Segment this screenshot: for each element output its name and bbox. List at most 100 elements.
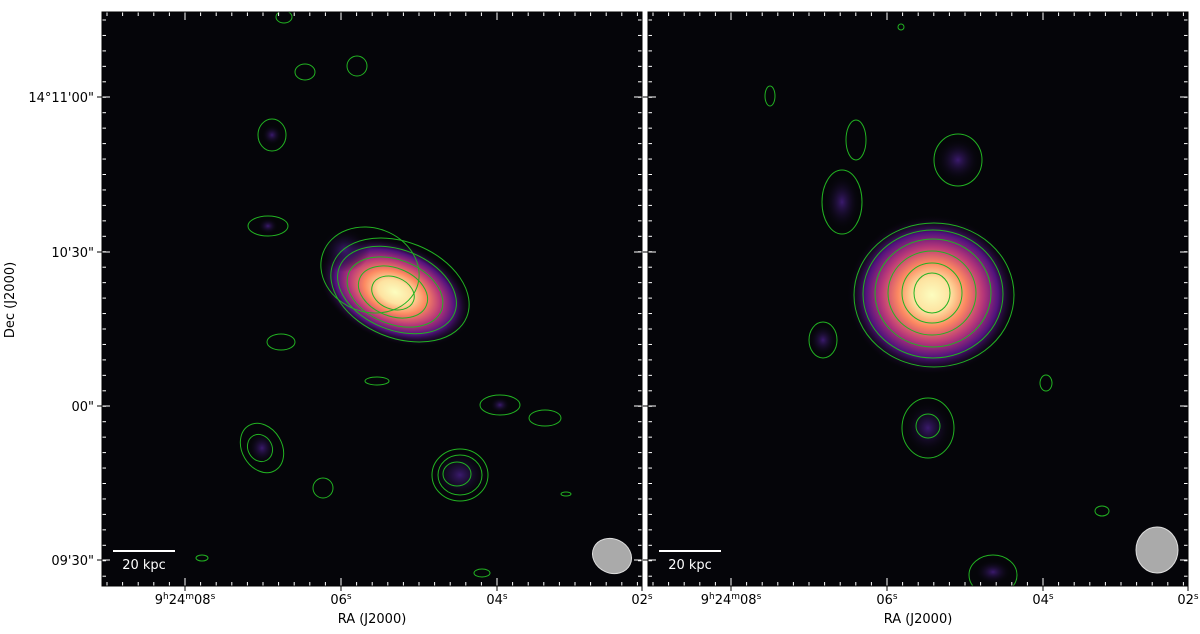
contour xyxy=(257,118,287,152)
contour xyxy=(853,222,1015,368)
contour xyxy=(320,226,420,314)
contour xyxy=(442,461,472,487)
x-tick-label-part: s xyxy=(1194,592,1199,602)
contour xyxy=(330,237,470,343)
contour xyxy=(431,448,489,502)
contour xyxy=(275,12,293,24)
emission xyxy=(432,451,488,499)
x-tick-label-part: 08 xyxy=(194,593,211,608)
x-tick-label-part: m xyxy=(185,592,194,602)
x-tick-label-part: 9 xyxy=(701,593,709,608)
contour xyxy=(195,554,209,562)
emission xyxy=(258,218,278,234)
x-tick-label-part: s xyxy=(1049,592,1054,602)
contour xyxy=(933,133,983,187)
beam xyxy=(1135,526,1179,574)
emission xyxy=(904,402,952,454)
x-tick-label-part: m xyxy=(731,592,740,602)
x-tick-label-part: 24 xyxy=(169,593,186,608)
contour xyxy=(246,433,274,463)
emission xyxy=(809,324,837,356)
contour xyxy=(266,333,296,351)
scale-bar-label: 20 kpc xyxy=(668,558,712,573)
x-tick-label-part: h xyxy=(709,592,715,602)
contour xyxy=(371,275,415,311)
x-tick-label-part: 06 xyxy=(876,593,893,608)
contour xyxy=(247,215,289,237)
contour xyxy=(479,394,521,416)
frame xyxy=(101,11,643,587)
emission xyxy=(975,560,1011,584)
contour xyxy=(357,265,429,319)
x-tick-label-part: h xyxy=(163,592,169,602)
x-axis-label: RA (J2000) xyxy=(884,612,953,627)
x-tick-label-part: 02 xyxy=(1177,593,1194,608)
contour xyxy=(560,491,572,497)
scale-bar-label: 20 kpc xyxy=(122,558,166,573)
x-tick-label-part: s xyxy=(211,592,216,602)
contour xyxy=(808,321,838,359)
x-tick-label: 04s xyxy=(1032,592,1054,608)
y-tick-label: 10'30" xyxy=(51,246,94,261)
y-axis-label: Dec (J2000) xyxy=(3,262,18,338)
emission xyxy=(936,138,980,182)
x-tick-label: 02s xyxy=(1177,592,1199,608)
contour xyxy=(901,262,963,324)
y-tick-label: 00" xyxy=(71,400,94,415)
x-tick-label: 04s xyxy=(486,592,508,608)
contour xyxy=(437,454,483,496)
emission xyxy=(262,125,282,145)
x-tick-label-part: s xyxy=(757,592,762,602)
contour xyxy=(845,119,867,161)
contour xyxy=(862,229,1004,359)
x-tick-label-part: s xyxy=(347,592,352,602)
x-tick-label-part: 08 xyxy=(740,593,757,608)
image xyxy=(764,23,1110,586)
contour xyxy=(968,554,1018,586)
x-tick-label-part: s xyxy=(648,592,653,602)
contour xyxy=(764,85,776,107)
contour xyxy=(239,422,285,474)
x-axis-label: RA (J2000) xyxy=(338,612,407,627)
image xyxy=(195,12,572,578)
x-tick-label: 06s xyxy=(876,592,898,608)
y-tick-label: 14°11'00" xyxy=(28,91,94,106)
contour xyxy=(1094,505,1110,517)
x-tick-label-part: 04 xyxy=(1032,593,1049,608)
x-tick-label-part: 24 xyxy=(715,593,732,608)
contour xyxy=(821,169,863,235)
contour xyxy=(528,409,562,427)
contour xyxy=(312,477,334,499)
y-tick-label: 09'30" xyxy=(51,554,94,569)
x-tick-label-part: 02 xyxy=(631,593,648,608)
frame xyxy=(647,11,1189,587)
x-tick-label: 02s xyxy=(631,592,653,608)
x-tick-label-part: 9 xyxy=(155,593,163,608)
beam xyxy=(592,537,632,575)
contour xyxy=(294,63,316,81)
emission xyxy=(490,397,510,413)
x-tick-label: 9h24m08s xyxy=(155,592,216,608)
contour xyxy=(473,568,491,578)
contour xyxy=(346,256,444,328)
emission xyxy=(824,174,860,230)
contour xyxy=(364,376,390,386)
x-tick-label: 06s xyxy=(330,592,352,608)
contour xyxy=(337,245,457,335)
contour xyxy=(346,55,368,77)
contour xyxy=(913,272,951,314)
x-tick-label-part: s xyxy=(503,592,508,602)
x-tick-label: 9h24m08s xyxy=(701,592,762,608)
contour xyxy=(901,397,955,459)
contour xyxy=(1039,374,1053,392)
contour xyxy=(897,23,905,31)
x-tick-label-part: 04 xyxy=(486,593,503,608)
x-tick-label-part: 06 xyxy=(330,593,347,608)
contour xyxy=(915,413,941,439)
x-tick-label-part: s xyxy=(893,592,898,602)
emission xyxy=(320,228,370,272)
